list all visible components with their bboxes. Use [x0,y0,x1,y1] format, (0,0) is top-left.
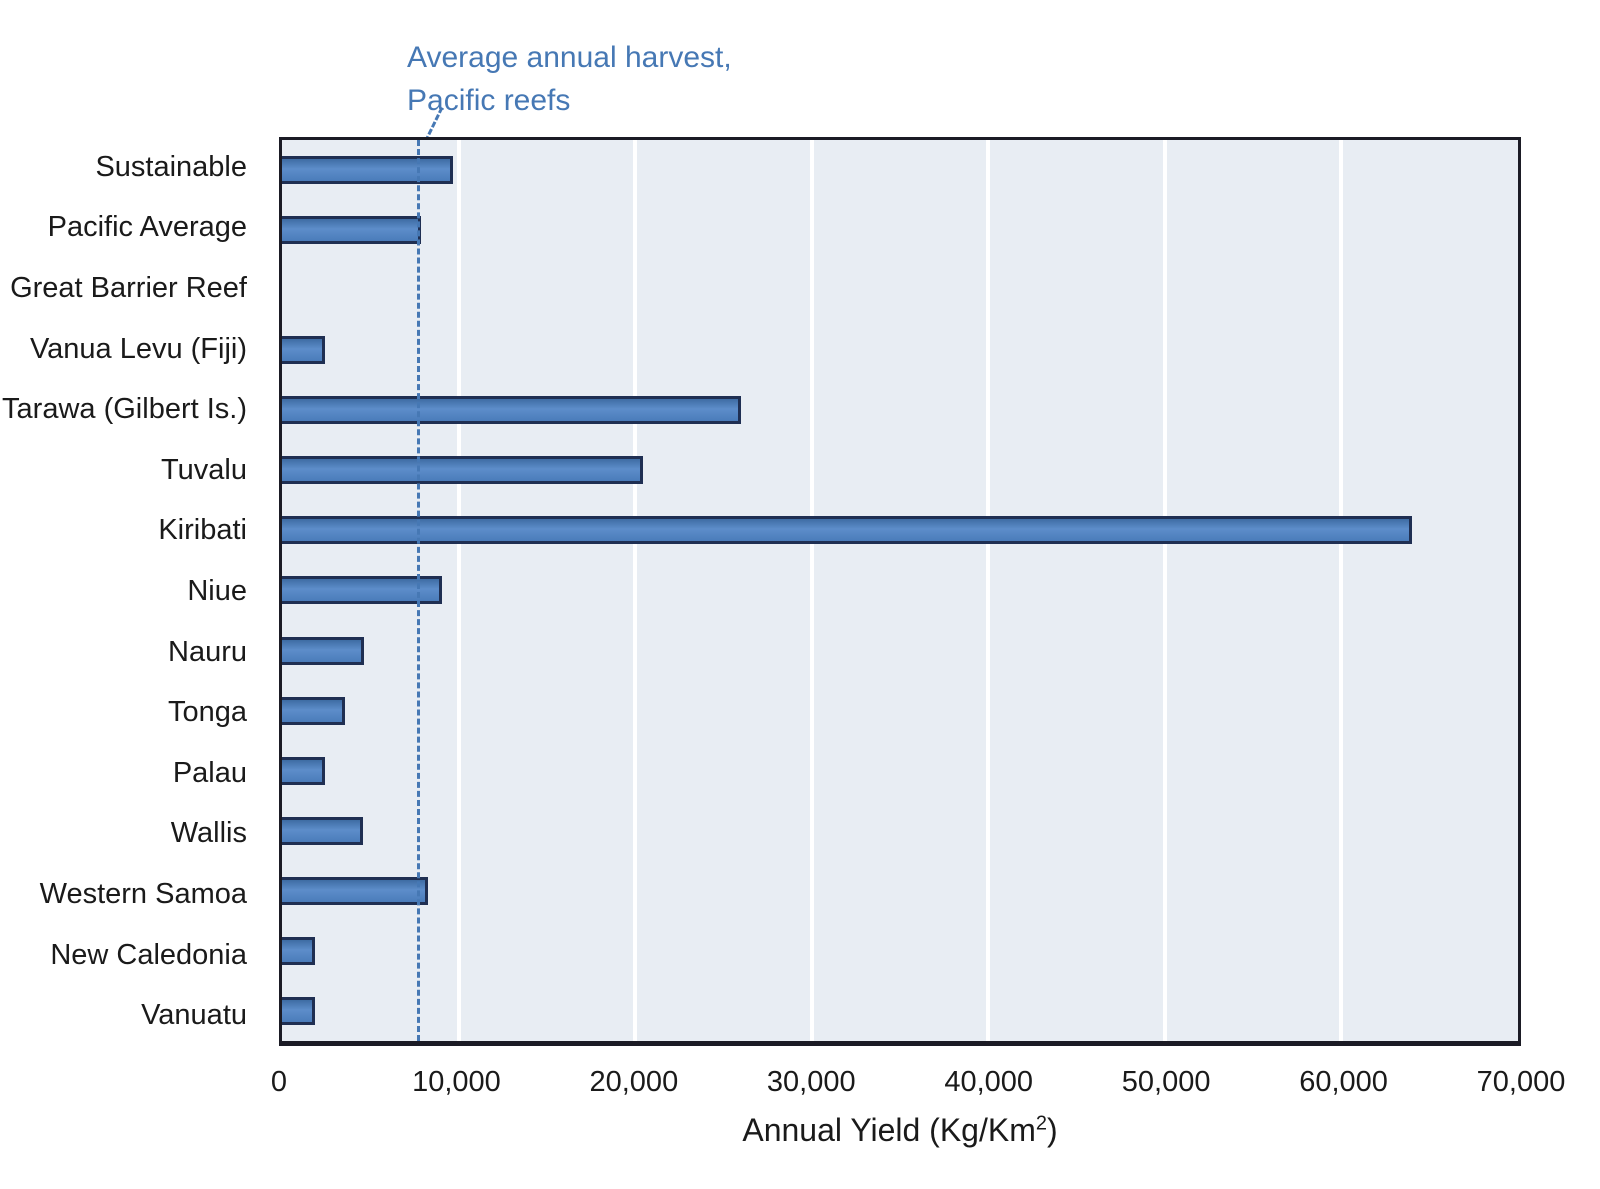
bar-row [282,260,1518,320]
bar-row [282,801,1518,861]
category-label: Pacific Average [47,211,247,244]
gridline-20000 [633,140,638,1041]
x-tick-label-20000: 20,000 [589,1066,679,1098]
x-tick-label-70000: 70,000 [1476,1066,1566,1098]
bar-row [282,681,1518,741]
category-label: Vanua Levu (Fiji) [29,332,247,365]
bar-western-samoa [282,876,429,905]
gridline-50000 [1162,140,1167,1041]
gridline-30000 [809,140,814,1041]
gridline-60000 [1339,140,1344,1041]
bars-layer [282,140,1518,1041]
category-label: Western Samoa [39,877,247,910]
category-label: Tonga [167,696,247,729]
gridline-10000 [456,140,461,1041]
bar-palau [282,756,325,785]
category-label: Great Barrier Reef [10,271,247,304]
bar-niue [282,576,443,605]
bar-row [282,861,1518,921]
x-tick-label-30000: 30,000 [766,1066,856,1098]
bar-tarawa-gilbert-is [282,396,741,425]
x-tick-label-50000: 50,000 [1121,1066,1211,1098]
category-label: Nauru [168,635,247,668]
bar-row [282,380,1518,440]
x-axis-title: Annual Yield (Kg/Km2) [279,1112,1521,1149]
category-label: Wallis [170,817,247,850]
x-tick-label-60000: 60,000 [1299,1066,1388,1098]
annotation-line-1: Average annual harvest, [407,41,732,74]
bar-row [282,741,1518,801]
gridline-40000 [986,140,991,1041]
average-line-annotation: Average annual harvest, Pacific reefs [407,36,732,122]
bar-sustainable [282,156,453,185]
bar-wallis [282,816,363,845]
category-label: Tarawa (Gilbert Is.) [2,393,247,426]
category-label: Vanuatu [141,999,247,1032]
x-axis-title-superscript: 2 [1035,1112,1047,1135]
bar-row [282,981,1518,1041]
category-label: New Caledonia [50,938,247,971]
category-label: Kiribati [158,514,247,547]
category-label: Tuvalu [161,453,247,486]
category-label: Niue [187,574,247,607]
bar-row [282,621,1518,681]
bar-row [282,500,1518,560]
bar-row [282,560,1518,620]
bar-tuvalu [282,456,644,485]
average-dashed-line [416,140,420,1041]
bar-row [282,140,1518,200]
bar-vanua-levu-fiji [282,336,325,365]
bar-nauru [282,636,365,665]
bar-row [282,200,1518,260]
bar-row [282,440,1518,500]
y-axis-category-labels: Sustainable Pacific Average Great Barrier … [0,137,262,1046]
x-tick-label-40000: 40,000 [944,1066,1034,1098]
category-label: Sustainable [95,150,247,183]
x-tick-label-0: 0 [270,1066,288,1098]
plot-area [279,137,1521,1046]
bar-tonga [282,696,346,725]
bar-pacific-average [282,216,421,245]
x-axis-title-close: ) [1046,1112,1058,1148]
bar-kiribati [282,516,1412,545]
bar-row [282,921,1518,981]
bar-row [282,320,1518,380]
bar-new-caledonia [282,936,316,965]
category-label: Palau [172,756,247,789]
bar-vanuatu [282,996,316,1025]
annotation-line-2: Pacific reefs [407,84,571,117]
x-axis-tick-labels: 0 10,000 20,000 30,000 40,000 50,000 60,000 70,… [271,1058,1565,1102]
x-axis-title-text: Annual Yield (Kg/Km [742,1112,1036,1148]
x-tick-label-10000: 10,000 [412,1066,501,1098]
